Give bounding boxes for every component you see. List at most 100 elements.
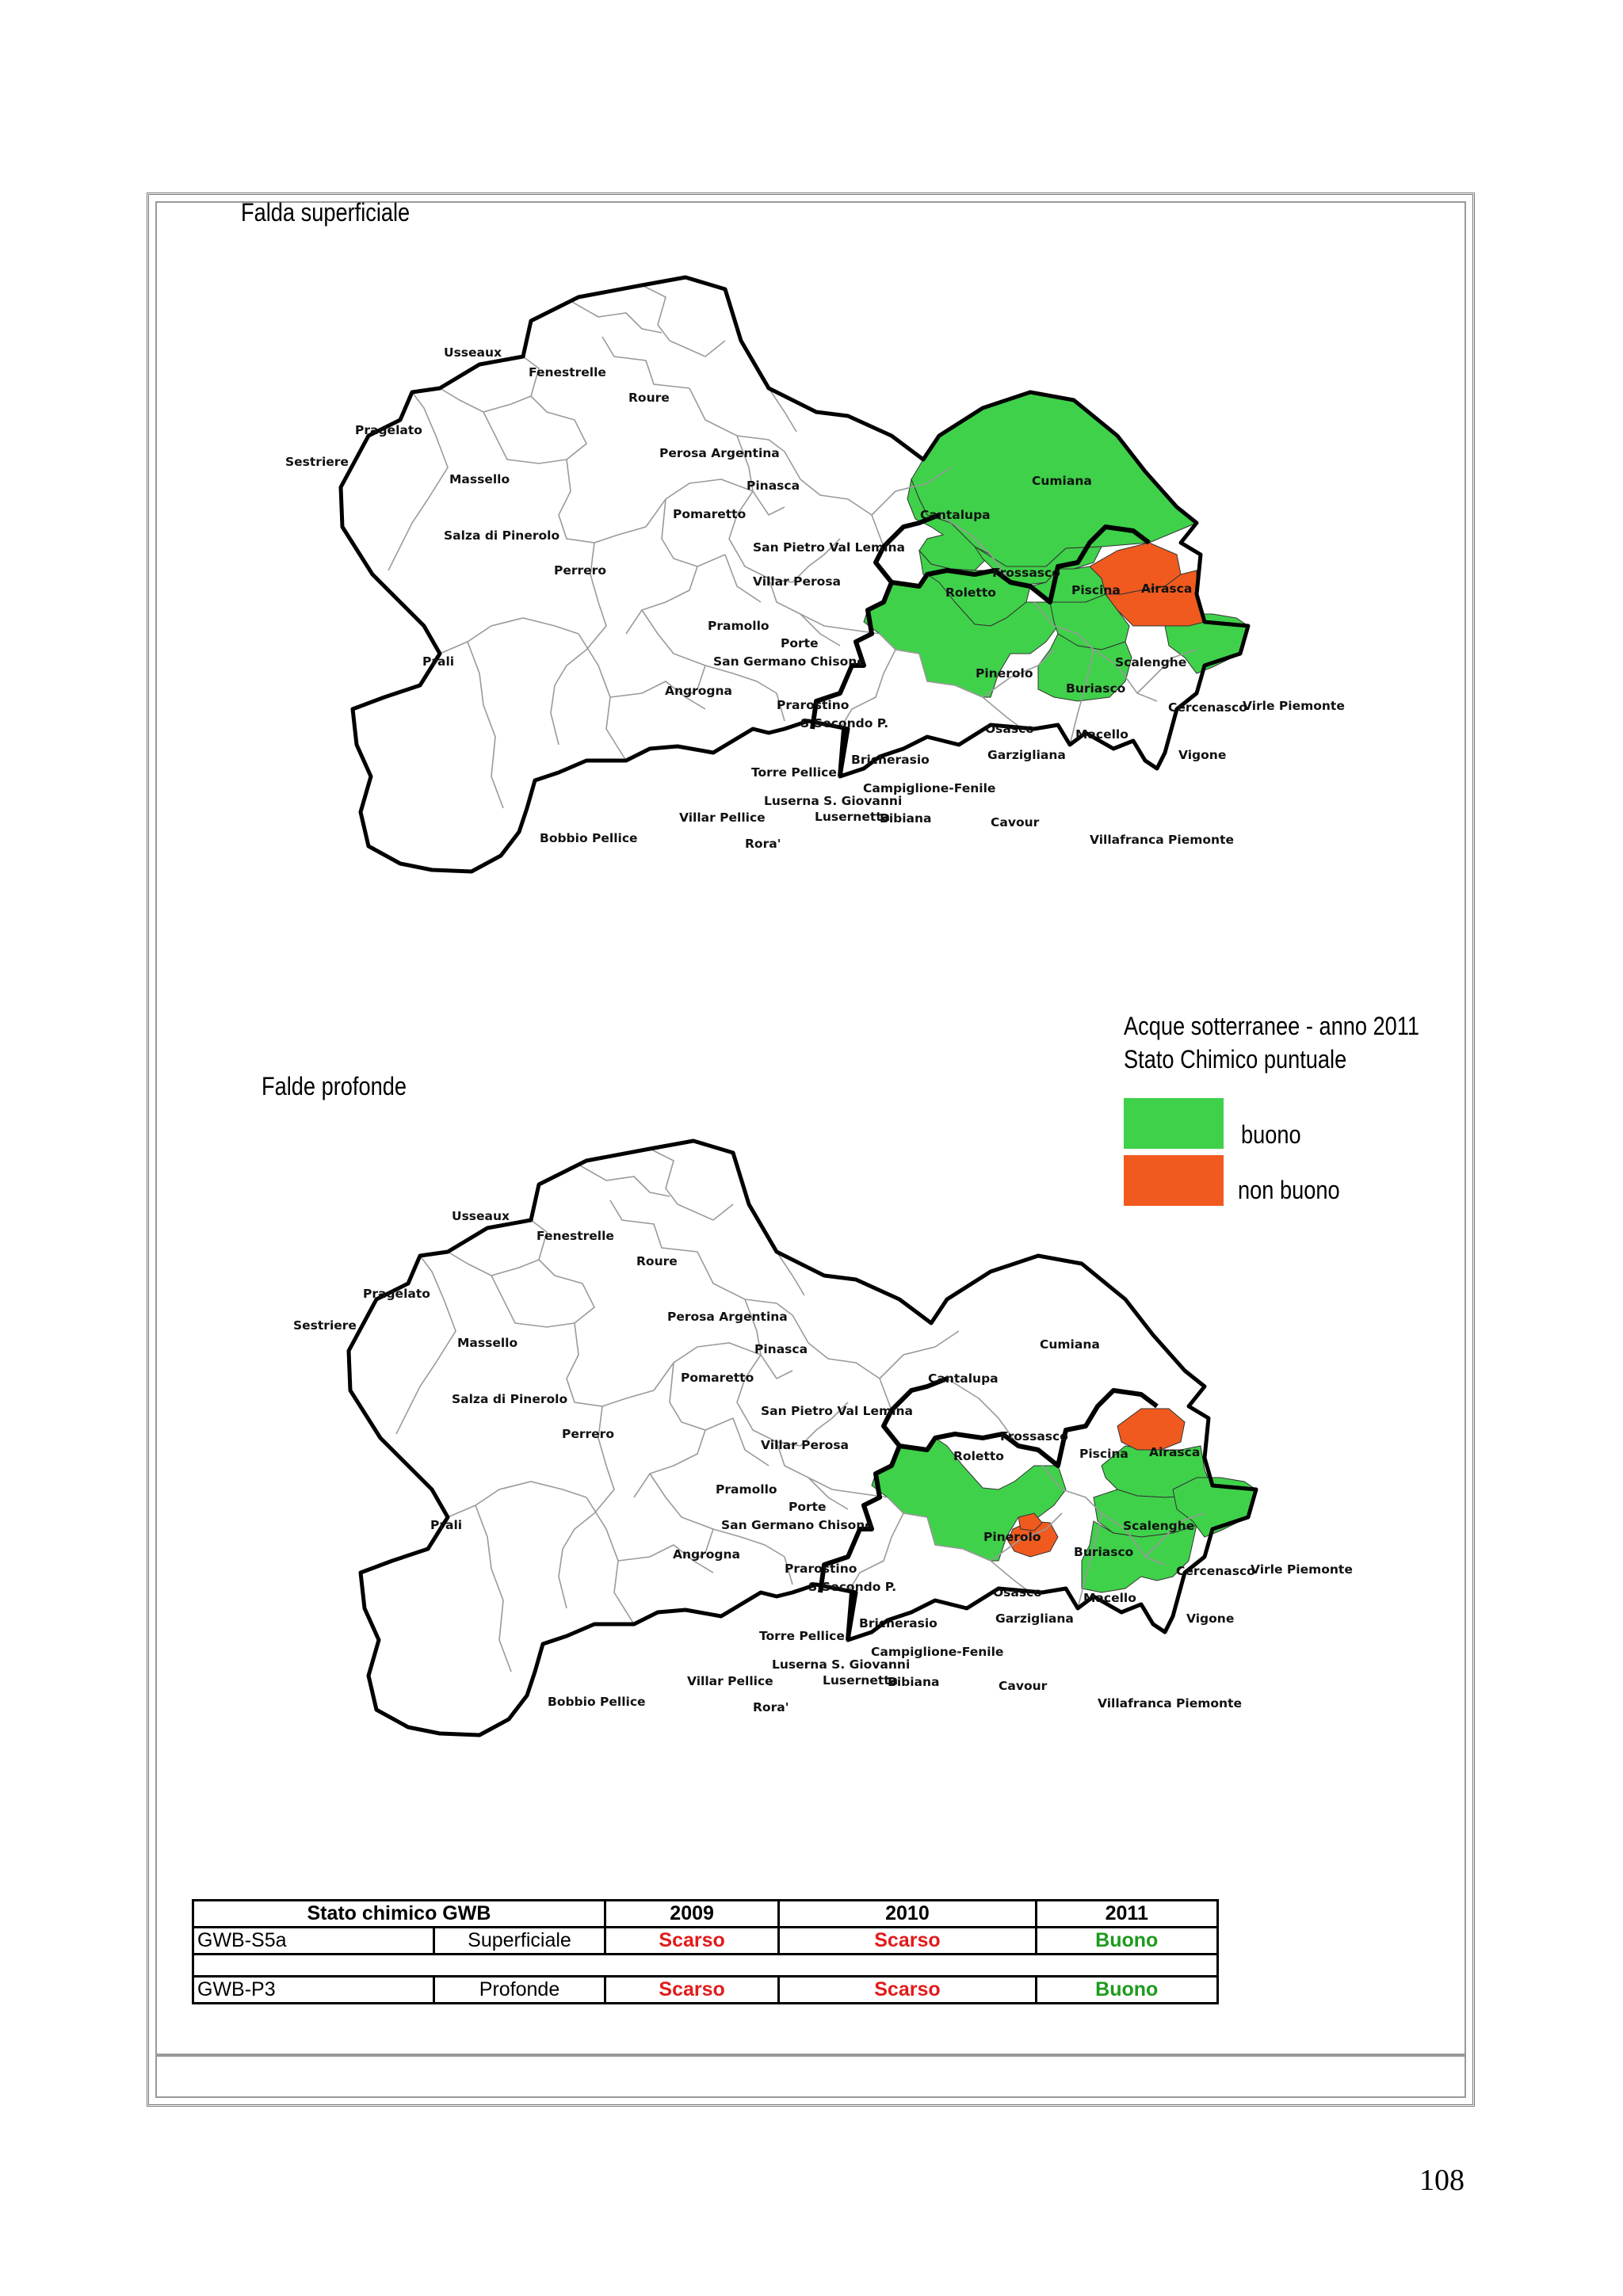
place-label: Osasco [993,1585,1042,1600]
municipal-boundary [724,554,762,603]
place-label: Pinasca [747,479,800,493]
place-label: Porte [789,1500,827,1514]
place-label: Pramollo [708,619,769,633]
place-label: Angrogna [673,1547,740,1562]
place-label: Salza di Pinerolo [452,1392,567,1406]
place-label: Bricherasio [859,1616,938,1630]
municipal-boundary [554,542,607,686]
place-label: Pinerolo [983,1530,1041,1544]
municipal-boundary [550,685,559,746]
place-label: Buriasco [1074,1545,1133,1559]
place-label: Scalenghe [1123,1519,1194,1533]
municipal-boundary [689,387,801,480]
status-cell: Scarso [603,1975,781,2004]
place-label: Pinerolo [976,666,1033,681]
place-label: Pomaretto [681,1371,754,1385]
municipal-boundary [768,387,797,433]
municipal-boundary [728,490,793,583]
place-label: Sestriere [285,455,349,469]
map-superficiale: Usseaux Fenestrelle Roure Pragelato Sestrier… [285,275,1345,874]
place-label: Prali [430,1518,462,1532]
municipal-boundary [732,1417,769,1466]
gwb-status-table: Stato chimico GWB 2009 2010 2011 GWB-S5a… [191,1899,1219,2004]
place-label: San Pietro Val Lemina [753,540,905,555]
municipal-boundary [871,467,952,516]
legend-swatch-non-buono [1124,1155,1224,1206]
municipal-boundary [395,1255,456,1435]
place-label: Perrero [562,1427,614,1441]
municipal-boundary [685,665,706,698]
municipal-boundary [808,1477,849,1510]
municipal-boundary [447,1481,587,1518]
gwb-type: Profonde [433,1975,606,2004]
municipal-boundary [491,1275,575,1328]
header-cell: 2009 [603,1899,781,1928]
municipal-boundary [879,1330,960,1379]
region-non-buono-osasco [1018,1512,1043,1531]
place-label: Roure [628,391,670,405]
place-label: Fenestrelle [537,1229,614,1243]
place-label: San Germano Chisone [721,1518,873,1532]
place-label: Garzigliana [995,1611,1074,1626]
place-label: Pomaretto [673,507,746,521]
municipal-boundary [641,284,726,357]
page-number: 108 [1419,2164,1465,2197]
place-label: Luserna S. Giovanni [772,1657,910,1672]
municipal-boundary [609,1199,698,1253]
place-label: Bibiana [888,1675,940,1689]
municipal-boundary [1136,649,1197,694]
place-label: Vigone [1186,1611,1234,1626]
status-cell: Scarso [777,1975,1037,2004]
municipal-boundary [633,1429,706,1498]
content-box [155,201,1466,2055]
municipal-boundary [601,336,690,389]
municipal-boundary [918,653,1007,718]
status-cell: Scarso [603,1926,781,1955]
municipal-boundary [776,1251,805,1296]
region-buono-buriasco [1049,593,1130,650]
legend-title: Acque sotterranee - anno 2011 Stato Chim… [1124,1009,1419,1076]
place-label: Perrero [554,563,606,578]
place-label: Torre Pellice [759,1629,845,1643]
place-label: Pramollo [716,1482,777,1497]
place-label: Cavour [999,1679,1048,1693]
municipal-boundary [649,1473,742,1538]
municipal-boundary [808,1342,892,1411]
municipal-boundary [736,1354,801,1447]
place-label: Cercenasco [1176,1564,1255,1578]
place-label: S.Secondo P. [808,1580,896,1594]
place-label: Usseaux [452,1209,510,1223]
municipal-boundary [530,1219,596,1324]
place-label: Torre Pellice [751,765,837,780]
municipal-boundary [946,1378,1019,1447]
map-fill [349,1141,1256,1735]
table-spacer-row [192,1953,1219,1978]
map-profonde: Usseaux Fenestrelle Roure Pragelato Sestrier… [293,1138,1353,1737]
municipal-boundary [740,1536,785,1558]
place-label: Cantalupa [920,508,991,522]
table-row: GWB-P3 Profonde Scarso Scarso Buono [191,1975,1219,2004]
municipal-boundary [800,613,841,646]
municipal-boundary [776,692,785,722]
municipal-boundary [649,1148,734,1221]
place-label: Scalenghe [1115,655,1186,669]
place-label: Pragelato [355,423,422,437]
place-label: Perosa Argentina [659,446,780,460]
municipal-boundary [697,1251,809,1344]
municipal-boundary [1144,1512,1205,1558]
municipal-boundary [839,649,896,730]
municipal-boundary [851,629,920,654]
municipal-boundary [982,649,1055,698]
status-cell: Buono [1034,1975,1219,2004]
status-cell: Scarso [777,1926,1037,1955]
place-label: Piscina [1079,1447,1128,1461]
table-row: GWB-S5a Superficiale Scarso Scarso Buono [191,1926,1219,1955]
place-label: Lusernetta [815,810,890,824]
place-label: Villar Perosa [753,574,841,589]
place-label: Massello [449,472,510,486]
place-label: Prarostino [777,698,849,712]
footer-box [155,2055,1466,2098]
map-title-profonde: Falde profonde [262,1072,407,1100]
municipal-boundary [617,1544,714,1573]
place-label: Cumiana [1040,1337,1100,1352]
